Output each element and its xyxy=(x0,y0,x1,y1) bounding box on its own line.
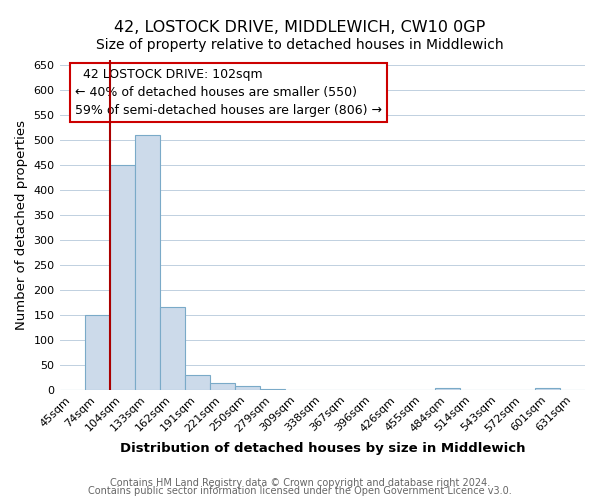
Bar xyxy=(209,384,235,390)
Bar xyxy=(134,135,160,390)
Bar xyxy=(185,375,209,390)
Text: 42 LOSTOCK DRIVE: 102sqm  
← 40% of detached houses are smaller (550)
59% of sem: 42 LOSTOCK DRIVE: 102sqm ← 40% of detach… xyxy=(76,68,382,117)
Text: Contains public sector information licensed under the Open Government Licence v3: Contains public sector information licen… xyxy=(88,486,512,496)
Bar xyxy=(110,165,134,390)
Bar xyxy=(235,386,260,390)
Bar xyxy=(85,315,110,390)
Text: Size of property relative to detached houses in Middlewich: Size of property relative to detached ho… xyxy=(96,38,504,52)
Text: 42, LOSTOCK DRIVE, MIDDLEWICH, CW10 0GP: 42, LOSTOCK DRIVE, MIDDLEWICH, CW10 0GP xyxy=(115,20,485,35)
X-axis label: Distribution of detached houses by size in Middlewich: Distribution of detached houses by size … xyxy=(119,442,525,455)
Bar xyxy=(160,308,185,390)
Text: Contains HM Land Registry data © Crown copyright and database right 2024.: Contains HM Land Registry data © Crown c… xyxy=(110,478,490,488)
Y-axis label: Number of detached properties: Number of detached properties xyxy=(15,120,28,330)
Bar xyxy=(435,388,460,390)
Bar xyxy=(260,389,285,390)
Bar xyxy=(535,388,560,390)
